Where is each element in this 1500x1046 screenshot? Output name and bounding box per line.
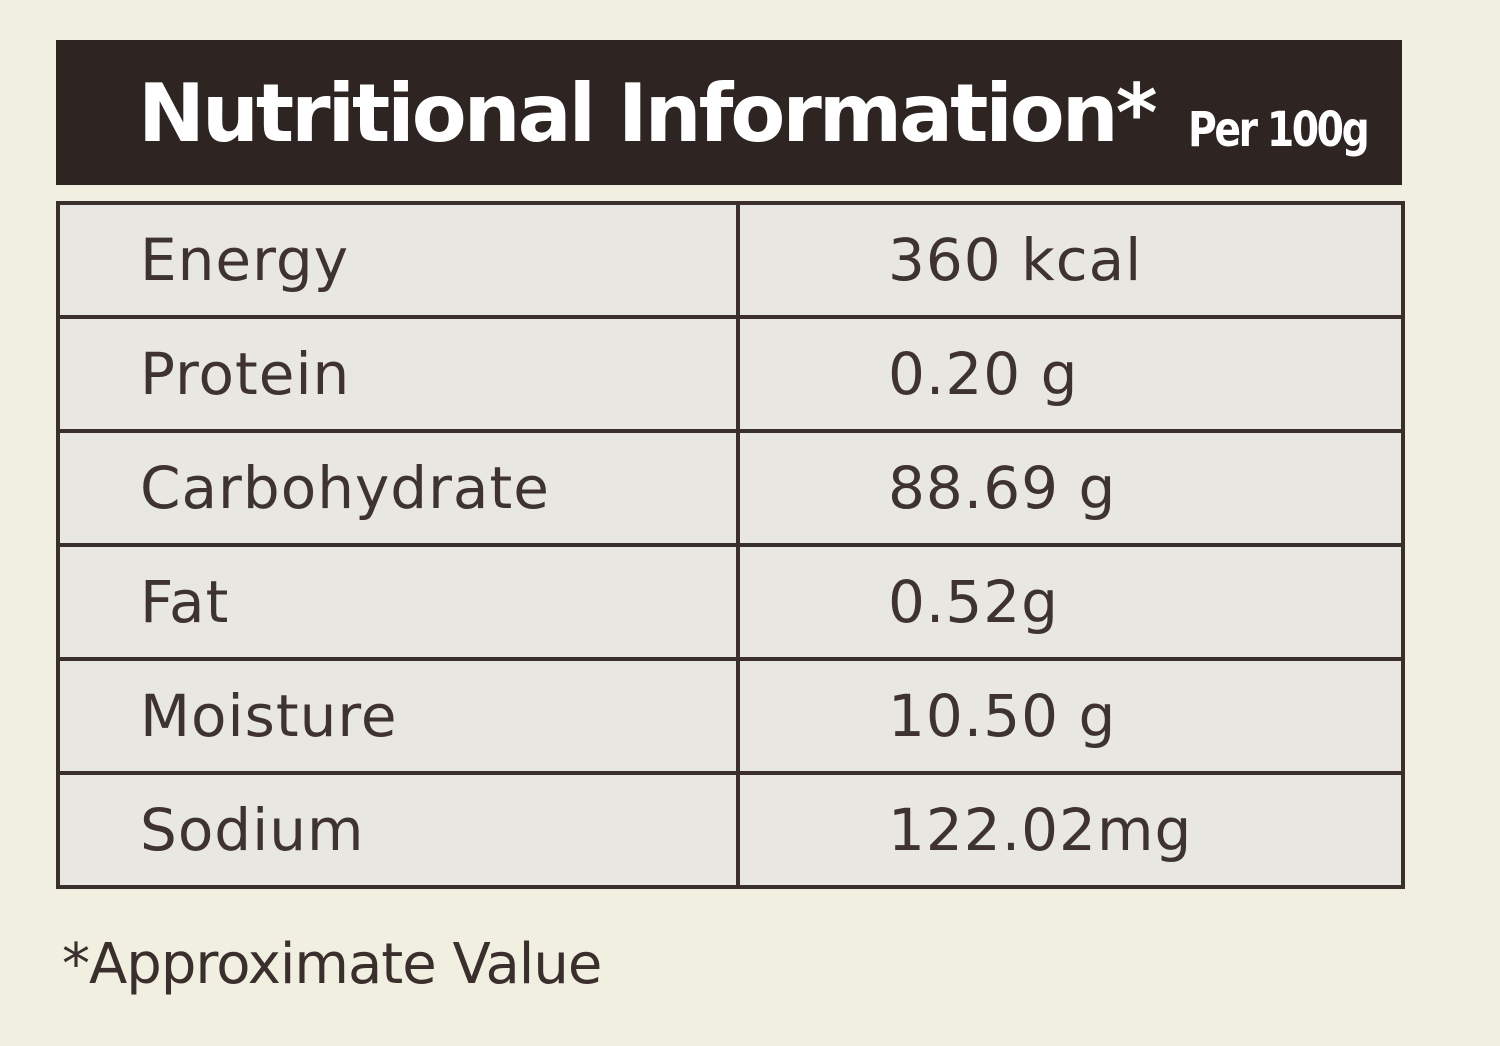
table-row: Sodium 122.02mg: [56, 771, 1405, 889]
nutrient-name: Energy: [56, 201, 740, 319]
table-row: Fat 0.52g: [56, 543, 1405, 661]
nutrition-header: Nutritional Information* Per 100g: [56, 40, 1402, 185]
nutrient-name: Carbohydrate: [56, 429, 740, 547]
nutrient-value: 88.69 g: [736, 429, 1405, 547]
nutrient-value: 360 kcal: [736, 201, 1405, 319]
table-row: Energy 360 kcal: [56, 201, 1405, 319]
nutrient-value: 0.52g: [736, 543, 1405, 661]
nutrition-table: Energy 360 kcal Protein 0.20 g Carbohydr…: [56, 201, 1405, 889]
nutrient-name: Moisture: [56, 657, 740, 775]
nutrient-value: 0.20 g: [736, 315, 1405, 433]
nutrient-name: Protein: [56, 315, 740, 433]
header-title: Nutritional Information*: [138, 67, 1158, 160]
table-row: Carbohydrate 88.69 g: [56, 429, 1405, 547]
nutrient-name: Fat: [56, 543, 740, 661]
table-row: Moisture 10.50 g: [56, 657, 1405, 775]
footnote: *Approximate Value: [62, 932, 602, 997]
nutrient-name: Sodium: [56, 771, 740, 889]
header-subtitle: Per 100g: [1188, 102, 1370, 158]
table-row: Protein 0.20 g: [56, 315, 1405, 433]
nutrient-value: 10.50 g: [736, 657, 1405, 775]
nutrient-value: 122.02mg: [736, 771, 1405, 889]
